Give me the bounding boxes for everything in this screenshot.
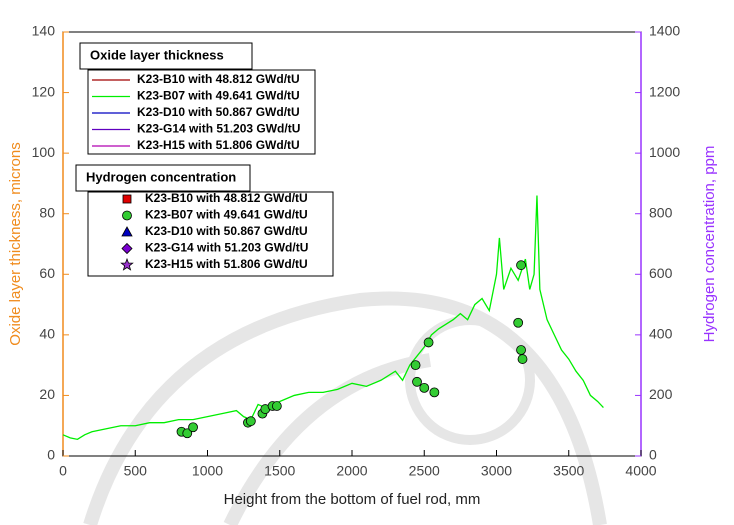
hydrogen-point <box>410 360 421 371</box>
y2-tick-label: 400 <box>649 326 673 342</box>
legend-label: K23-G14 with 51.203 GWd/tU <box>137 122 300 136</box>
hydrogen-point <box>517 354 528 364</box>
hydrogen-point <box>513 317 524 328</box>
legend-swatch <box>122 194 132 204</box>
y-axis-label: Oxide layer thickness, microns <box>7 142 24 345</box>
y-tick-label: 0 <box>47 447 55 463</box>
y-tick-label: 120 <box>32 83 56 99</box>
x-tick-label: 0 <box>59 463 67 479</box>
hydrogen-point <box>423 337 434 348</box>
hydrogen-point <box>516 260 526 271</box>
legend-label: K23-B10 with 48.812 GWd/tU <box>137 72 300 86</box>
y2-tick-label: 1200 <box>649 83 680 99</box>
x-tick-label: 4000 <box>625 463 656 479</box>
legend-label: K23-B07 with 49.641 GWd/tU <box>145 208 308 222</box>
y2-tick-label: 200 <box>649 386 673 402</box>
y-tick-label: 60 <box>39 265 55 281</box>
legend-label: K23-D10 with 50.867 GWd/tU <box>145 224 308 238</box>
watermark <box>83 291 607 525</box>
legend-label: K23-B10 with 48.812 GWd/tU <box>145 191 308 205</box>
y-tick-label: 100 <box>32 144 56 160</box>
y-tick-label: 140 <box>32 23 56 39</box>
legend-label: K23-H15 with 51.806 GWd/tU <box>137 138 300 152</box>
y2-tick-label: 800 <box>649 204 673 220</box>
hydrogen-point <box>188 422 198 433</box>
x-tick-label: 1500 <box>264 463 295 479</box>
x-tick-label: 3000 <box>481 463 512 479</box>
hydrogen-point <box>182 428 193 439</box>
y-tick-label: 40 <box>39 326 55 342</box>
hydrogen-point <box>419 382 430 393</box>
x-tick-label: 3500 <box>553 463 584 479</box>
legend-label: K23-B07 with 49.641 GWd/tU <box>137 89 300 103</box>
y2-axis-label: Hydrogen concentration, ppm <box>701 146 718 343</box>
hydrogen-point <box>271 401 282 411</box>
y2-tick-label: 0 <box>649 447 657 463</box>
hydrogen-point <box>516 345 526 355</box>
y2-tick-label: 1000 <box>649 144 680 160</box>
x-tick-label: 2000 <box>336 463 367 479</box>
oxide-line <box>62 195 604 441</box>
hydrogen-point <box>245 416 256 427</box>
legend-swatch <box>121 242 133 255</box>
x-tick-label: 1000 <box>192 463 223 479</box>
x-tick-label: 500 <box>124 463 148 479</box>
legend-title-box <box>75 164 251 192</box>
x-tick-label: 2500 <box>409 463 440 479</box>
legend-box <box>87 69 316 155</box>
legend-label: K23-D10 with 50.867 GWd/tU <box>137 105 300 119</box>
legend-label: K23-H15 with 51.806 GWd/tU <box>145 257 308 271</box>
y-tick-label: 20 <box>39 386 55 402</box>
legend-title: Oxide layer thickness <box>90 47 224 62</box>
legend-swatch <box>122 210 132 221</box>
hydrogen-point <box>429 387 440 398</box>
legend-swatch <box>120 257 134 271</box>
y2-tick-label: 600 <box>649 265 673 281</box>
legend-label: K23-G14 with 51.203 GWd/tU <box>145 241 308 255</box>
legend-title-box <box>79 42 253 70</box>
legend-swatch <box>121 226 133 237</box>
x-axis-label: Height from the bottom of fuel rod, mm <box>224 491 481 508</box>
hydrogen-point <box>412 376 422 387</box>
y-tick-label: 80 <box>39 204 55 220</box>
legend-title: Hydrogen concentration <box>86 169 236 184</box>
y2-tick-label: 1400 <box>649 23 680 39</box>
